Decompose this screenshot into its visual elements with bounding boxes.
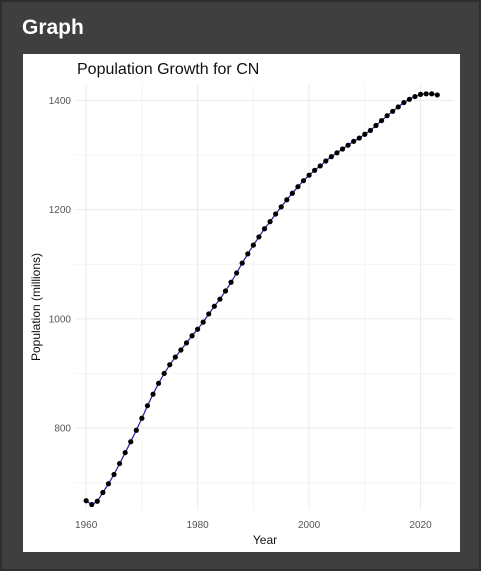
y-tick-label: 1200 [49, 205, 72, 216]
data-point [334, 150, 340, 156]
data-point [228, 279, 234, 285]
data-point [328, 154, 334, 160]
data-point [105, 481, 112, 487]
data-point [250, 242, 256, 248]
data-point [206, 311, 212, 317]
data-point [167, 362, 173, 368]
data-point [356, 135, 362, 141]
x-tick-label: 1960 [75, 520, 98, 531]
data-point [122, 450, 128, 456]
chart-title: Population Growth for CN [77, 61, 259, 78]
point-layer [83, 91, 440, 508]
data-point [189, 333, 195, 339]
data-point [300, 178, 307, 184]
data-point [367, 127, 373, 134]
data-point [373, 122, 379, 129]
data-point [261, 226, 268, 232]
data-point [256, 234, 262, 240]
data-point [128, 439, 134, 445]
data-point [434, 92, 440, 98]
data-point [351, 138, 357, 144]
data-point [222, 288, 229, 294]
data-point [139, 415, 145, 421]
data-point [183, 340, 190, 346]
data-point [278, 204, 284, 210]
data-point [378, 117, 385, 124]
data-point [195, 326, 201, 332]
data-point [100, 489, 106, 496]
x-axis-label: Year [253, 533, 277, 547]
data-point [417, 91, 424, 97]
data-point [295, 184, 301, 190]
data-point [116, 460, 123, 467]
data-point [144, 403, 151, 409]
data-point [178, 347, 184, 353]
grid-layer [75, 84, 454, 510]
data-point [323, 158, 329, 164]
data-point [273, 211, 279, 217]
data-point [395, 104, 401, 110]
x-tick-label: 2000 [298, 520, 321, 531]
y-tick-label: 1000 [49, 314, 72, 325]
data-point [111, 471, 117, 478]
panel-title: Graph [22, 16, 84, 39]
chart-card: 1960 1980 2000 2020 800 1000 1200 1400 Populati… [23, 54, 460, 552]
data-point [429, 91, 435, 97]
data-point [133, 427, 139, 433]
data-point [150, 391, 156, 397]
data-point [156, 380, 162, 386]
data-point [234, 270, 240, 276]
data-point [172, 354, 178, 360]
data-point [289, 190, 295, 196]
data-point [362, 131, 368, 137]
data-point [401, 99, 407, 106]
tick-layer: 1960 1980 2000 2020 800 1000 1200 1400 [49, 96, 432, 531]
data-point [406, 96, 413, 102]
data-point [217, 296, 223, 302]
population-chart: 1960 1980 2000 2020 800 1000 1200 1400 Populati… [29, 61, 454, 547]
series-line [85, 93, 438, 506]
x-tick-label: 1980 [186, 520, 209, 531]
y-axis-label: Population (millions) [29, 253, 43, 361]
data-point [161, 370, 167, 377]
data-point [339, 146, 346, 152]
data-point [200, 319, 206, 325]
data-point [94, 498, 100, 504]
data-point [412, 93, 418, 100]
data-point [317, 163, 323, 169]
data-point [312, 167, 318, 173]
data-point [284, 197, 290, 203]
data-point [267, 219, 273, 225]
data-point [345, 142, 351, 148]
data-point [211, 303, 217, 309]
y-tick-label: 800 [54, 424, 71, 435]
data-point [245, 251, 251, 257]
data-point [423, 91, 429, 97]
data-point [306, 172, 312, 178]
x-tick-label: 2020 [409, 520, 432, 531]
data-point [384, 113, 390, 119]
data-point [239, 260, 245, 266]
data-point [83, 498, 89, 504]
y-tick-label: 1400 [49, 96, 72, 107]
data-point [390, 108, 396, 114]
data-point [89, 501, 95, 508]
